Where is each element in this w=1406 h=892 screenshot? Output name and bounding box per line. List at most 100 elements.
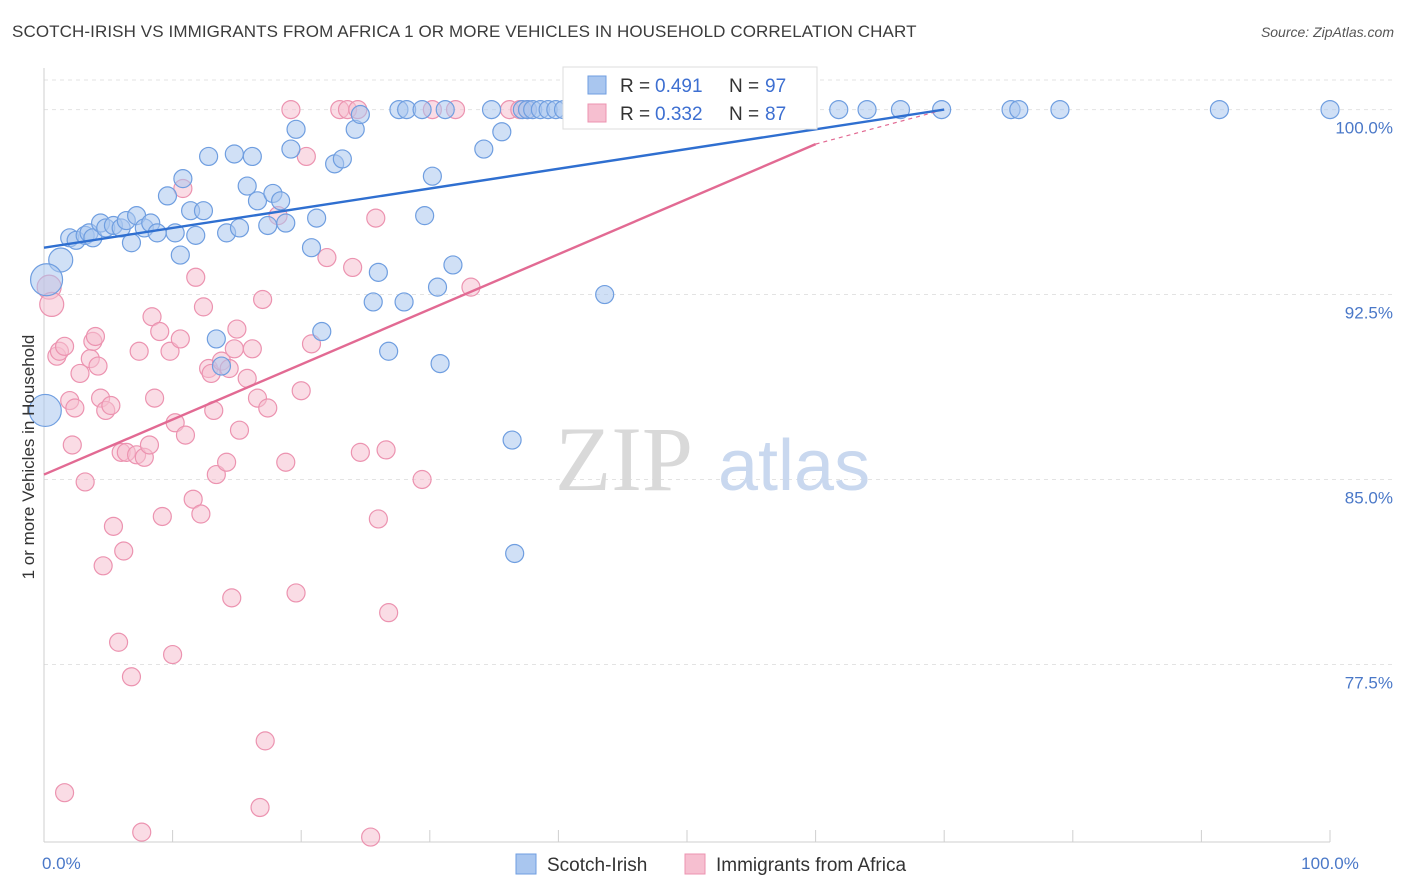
scatter-point [160,341,180,361]
scatter-point [103,516,124,536]
scatter-point [144,388,165,408]
scatter-point [132,822,152,842]
source-note: Source: ZipAtlas.com [1260,24,1394,40]
y-tick-label: 77.5% [1345,673,1393,692]
scatter-point [343,257,363,278]
scatter-point [312,321,332,342]
scatter-point [211,356,232,376]
scatter-point [350,104,370,125]
scatter-point [412,469,432,490]
scatter-point [227,319,247,339]
scatter-point [224,339,244,359]
scatter-point [157,186,178,206]
legend-n-value-blue: 97 [765,76,786,97]
axes-layer [43,68,1331,843]
scatter-point [363,292,383,312]
scatter-point [242,146,262,167]
scatter-point [481,99,502,120]
legend-r-value-blue: 0.491 [655,76,703,97]
scatter-point [222,588,242,608]
scatter-point [1009,99,1029,120]
scatter-point [217,452,237,472]
legend-n-label-blue: N = [729,76,759,97]
scatter-point [142,307,162,327]
scatter-point [301,238,322,258]
scatter-point [229,420,250,440]
scatter-point [502,430,522,450]
scatter-point [1209,99,1230,120]
scatter-point [332,149,352,169]
scatter-point [54,336,75,356]
bottom-legend-label-blue: Scotch-Irish [547,855,647,876]
scatter-point [366,208,386,228]
bottom-legend-label-pink: Immigrants from Africa [716,855,906,876]
scatter-point [422,166,442,186]
scatter-point [394,292,414,312]
legend-swatch-blue [587,75,607,95]
scatter-point [88,356,108,376]
legend-r-label-blue: R = [620,76,650,97]
legend-swatch-pink [587,103,607,123]
trend-line-blue [43,108,945,249]
scatter-point [281,99,301,120]
scatter-point [307,208,327,228]
watermark-atlas: atlas [718,426,870,506]
scatter-point [474,139,494,159]
scatter-point [75,472,95,492]
scatter-point [186,267,206,287]
scatter-point [139,435,160,455]
scatter-point [492,122,512,142]
scatter-point [258,215,278,236]
scatter-point [175,425,196,445]
y-tick-label: 85.0% [1345,488,1393,507]
scatter-point [376,440,396,460]
legend-r-value-pink: 0.332 [655,104,703,125]
scatter-point [415,206,435,226]
scatter-point [29,263,64,297]
scatter-point [186,225,206,245]
scatter-point [93,556,113,576]
scatter-point [237,176,257,196]
scatter-point [430,353,450,374]
scatter-point [250,797,270,818]
bottom-legend-swatch-pink [684,853,706,875]
scatter-point [193,201,214,221]
scatter-point [62,435,82,455]
scatter-point [229,218,250,238]
watermark-zip: ZIP [555,408,693,510]
scatter-point [505,543,525,564]
scatter-point [163,644,183,665]
scatter-point [595,284,615,305]
bottom-legend-swatch-blue [515,853,537,875]
scatter-point [286,119,306,139]
scatter-point [173,169,193,189]
scatter-point [191,504,211,524]
scatter-point [412,99,432,120]
scatter-point [258,398,278,418]
scatter-point [28,393,62,428]
scatter-point [890,99,911,120]
scatter-point [286,583,306,603]
scatter-point [121,233,142,253]
legend-r-label-pink: R = [620,104,650,125]
scatter-point [152,506,172,527]
scatter-point [281,139,301,159]
legend-n-label-pink: N = [729,104,759,125]
scatter-point [199,146,219,167]
top-legend: R = 0.491 N = 97 R = 0.332 N = 87 [562,66,818,130]
scatter-point [435,99,455,120]
y-axis-label: 1 or more Vehicles in Household [19,335,38,580]
scatter-point [65,398,85,418]
scatter-point [129,341,149,361]
scatter-point [1050,99,1070,120]
trend-line-pink-dashed [815,109,945,145]
tick-labels: 100.0% 92.5% 85.0% 77.5% 0.0% 100.0% [42,119,1393,873]
blue-points [28,99,1340,564]
y-tick-label: 92.5% [1345,304,1393,323]
scatter-point [276,213,296,233]
scatter-point [101,395,121,416]
scatter-point [183,489,203,509]
scatter-point [242,339,262,359]
x-tick-label: 100.0% [1301,854,1359,873]
